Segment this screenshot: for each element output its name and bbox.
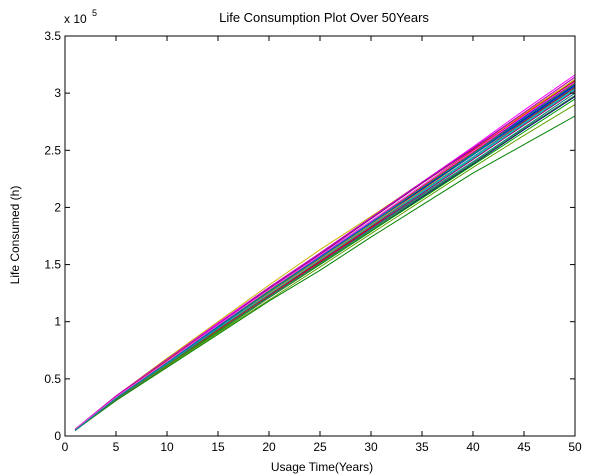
chart-title: Life Consumption Plot Over 50Years [219, 10, 429, 25]
y-tick-label: 1 [54, 315, 61, 329]
series-layer [74, 74, 576, 431]
plot-frame [64, 35, 576, 437]
x-tick-label: 10 [160, 440, 174, 454]
series-line-20 [74, 88, 576, 431]
x-tick-label: 0 [62, 440, 69, 454]
y-tick-label: 3 [54, 86, 61, 100]
x-tick-label: 30 [364, 440, 378, 454]
y-tick-label: 0 [54, 429, 61, 443]
x-axis-label: Usage Time(Years) [271, 460, 373, 474]
y-multiplier-exponent: 5 [92, 8, 97, 18]
x-tick-label: 45 [517, 440, 531, 454]
series-line-23 [74, 94, 576, 431]
y-multiplier-label: x 10 [64, 12, 87, 26]
series-line-3 [74, 115, 576, 431]
x-tick-label: 40 [466, 440, 480, 454]
x-tick-label: 15 [211, 440, 225, 454]
y-tick-label: 2.5 [44, 143, 61, 157]
y-tick-label: 1.5 [44, 258, 61, 272]
x-tick-label: 5 [113, 440, 120, 454]
series-line-19 [74, 76, 576, 430]
x-tick-label: 35 [415, 440, 429, 454]
series-line-24 [74, 81, 576, 430]
series-line-25 [74, 83, 576, 431]
series-line-11 [74, 98, 576, 431]
y-tick-label: 3.5 [44, 29, 61, 43]
axes: 0 5 10 15 20 25 30 35 40 45 50 0 0.5 1 1.5 2 2.5 3 3.5 [44, 29, 582, 454]
y-tick-label: 2 [54, 200, 61, 214]
y-tick-label: 0.5 [44, 372, 61, 386]
y-axis-label: Life Consumed (h) [8, 186, 22, 285]
series-line-18 [74, 104, 576, 431]
x-tick-label: 25 [313, 440, 327, 454]
x-tick-label: 50 [568, 440, 582, 454]
x-tick-label: 20 [262, 440, 276, 454]
